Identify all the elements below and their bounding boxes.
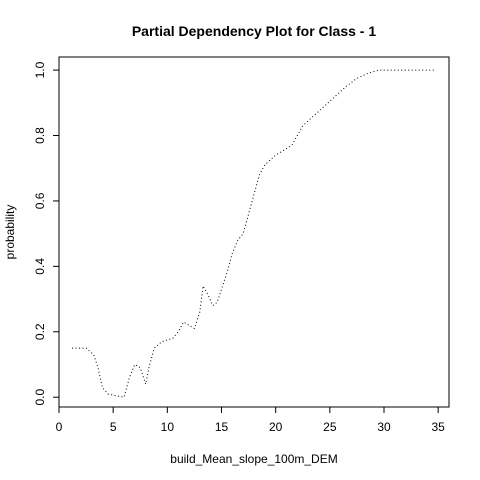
plot-frame: [58, 56, 450, 408]
y-tick-label: 0.0: [33, 389, 47, 406]
x-tick-label: 10: [161, 420, 175, 434]
x-tick-label: 20: [269, 420, 283, 434]
x-tick-label: 25: [323, 420, 337, 434]
x-tick-label: 0: [56, 420, 63, 434]
x-axis: 0 5 10 15 20 25 30 35: [56, 407, 445, 434]
chart-title: Partial Dependency Plot for Class - 1: [132, 23, 377, 39]
series-line: [72, 69, 436, 398]
y-axis: 0.0 0.2 0.4 0.6 0.8 1.0: [33, 61, 59, 406]
y-tick-label: 0.6: [33, 192, 47, 209]
y-axis-label: probability: [3, 205, 17, 260]
x-tick-label: 30: [377, 420, 391, 434]
y-tick-label: 0.2: [33, 323, 47, 340]
y-tick-label: 1.0: [33, 61, 47, 78]
x-tick-label: 15: [215, 420, 229, 434]
x-axis-label: build_Mean_slope_100m_DEM: [170, 452, 337, 466]
x-tick-label: 35: [431, 420, 445, 434]
y-tick-label: 0.4: [33, 258, 47, 275]
x-tick-label: 5: [110, 420, 117, 434]
y-tick-label: 0.8: [33, 127, 47, 144]
